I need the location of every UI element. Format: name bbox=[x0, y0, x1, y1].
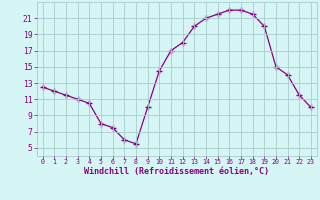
X-axis label: Windchill (Refroidissement éolien,°C): Windchill (Refroidissement éolien,°C) bbox=[84, 167, 269, 176]
